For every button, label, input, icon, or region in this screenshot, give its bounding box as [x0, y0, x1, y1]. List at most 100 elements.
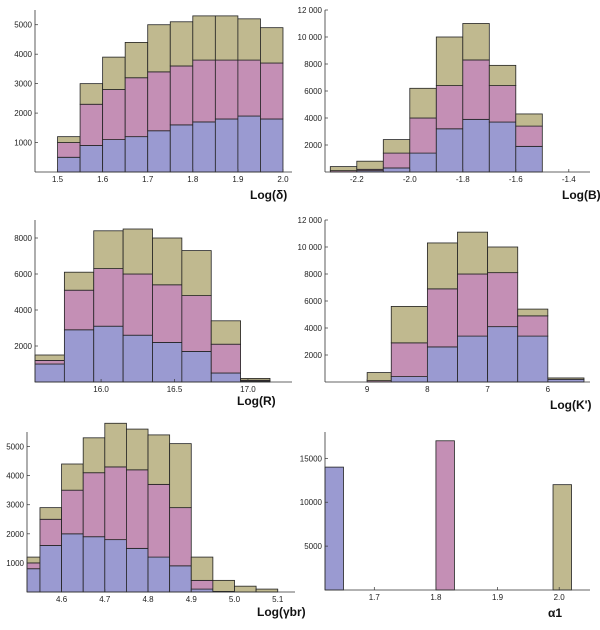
bar-olive-bin-0: [329, 166, 358, 172]
bar-blue-bin-3: [82, 536, 106, 593]
bar-pink-bin-3: [457, 273, 489, 337]
bar-pink-bin-1: [390, 342, 428, 378]
x-tick-label: 16.5: [167, 385, 183, 394]
bar-olive-bin-4: [104, 422, 127, 468]
bar-blue-bin-3: [124, 136, 149, 173]
bar-olive-bin-1: [356, 160, 384, 170]
x-tick-label: 5.0: [229, 595, 241, 604]
y-tick-label: 10 000: [298, 243, 323, 252]
bar-blue-bin-2: [426, 346, 458, 383]
bar-olive-bin-2: [93, 230, 124, 270]
y-tick-label: 5000: [14, 21, 32, 30]
x-tick-label: -1.4: [562, 175, 576, 184]
histogram-log-delta: 1.5 1.6 1.7 1.8 1.9 2.0 1000 2000 3000 4000 5000 Lo…: [14, 10, 292, 202]
x-tick-label: 4.7: [99, 595, 111, 604]
x-tick-label: 4.9: [186, 595, 198, 604]
bar-blue-bin-4: [435, 128, 464, 173]
bar-olive-bin-4: [487, 246, 519, 274]
bar-pink-bin-7: [515, 125, 543, 147]
bar-olive-bin-10: [234, 585, 257, 593]
x-tick-label: 1.8: [187, 175, 199, 184]
bar-blue-bin-1: [79, 145, 104, 173]
y-tick-label: 8000: [14, 234, 32, 243]
bar-blue-bin-1: [39, 545, 62, 593]
bar-pink-bin-9: [260, 62, 284, 120]
bar-pink-bin-3: [82, 472, 106, 538]
bar-pink-bin-1: [63, 289, 95, 331]
bar-olive-bin-5: [169, 21, 194, 67]
x-tick-label: 1.6: [97, 175, 109, 184]
bar-pink-bin-7: [214, 59, 239, 120]
x-tick-label: 1.9: [232, 175, 244, 184]
bar-blue-bin-4: [104, 539, 127, 593]
bar-blue-bin-5: [169, 124, 194, 173]
y-tick-label: 12 000: [298, 6, 323, 15]
bar-blue-bin-4: [487, 326, 519, 383]
bar-pink-bin-5: [181, 295, 212, 352]
x-tick-label: 6: [546, 385, 551, 394]
bar-pink-bin-4: [147, 71, 171, 132]
bar-blue-bin-5: [517, 335, 549, 383]
bar-olive-bin-6: [210, 320, 242, 345]
bar-olive-bin-11: [255, 588, 279, 593]
bar-olive-bin-4: [152, 237, 183, 286]
bar-pink-bin-6: [192, 59, 216, 123]
bar-olive-bin-4: [147, 24, 171, 73]
bar-olive-bin-1: [63, 271, 95, 291]
bar-olive-bin-2: [426, 242, 458, 290]
bar-blue-bin-6: [147, 556, 171, 593]
bar-olive-bin-3: [457, 231, 489, 275]
bar-pink-bin-5: [517, 315, 549, 337]
y-tick-label: 4000: [304, 114, 322, 123]
bar-blue-bin-0: [34, 363, 65, 383]
bar-blue-bin-6: [488, 121, 517, 173]
bar-pink-bin-0: [26, 562, 41, 570]
y-tick-label: 5000: [304, 542, 322, 551]
y-tick-label: 15000: [300, 454, 323, 463]
x-axis-label: Log(K'): [550, 398, 592, 412]
x-tick-label: 4.6: [56, 595, 68, 604]
x-tick-label: 17.0: [240, 385, 256, 394]
bar-blue-bin-9: [260, 118, 284, 173]
bar-blue-bin-3: [409, 152, 437, 173]
bar-pink-bin-1: [79, 103, 104, 146]
bar-blue-bin-3: [122, 334, 153, 383]
bar-olive-bin-7: [240, 377, 271, 381]
bar-olive-bin-0: [26, 556, 41, 564]
bar-blue-bin-5: [462, 118, 490, 173]
bar-blue-bin-2: [102, 139, 126, 173]
y-tick-label: 3000: [6, 501, 24, 510]
y-tick-label: 1000: [14, 139, 32, 148]
bar-pink-bin-6: [488, 85, 517, 123]
bar-pink-bin-2: [61, 489, 84, 535]
bar-olive-bin-4: [435, 36, 464, 86]
bar-olive-bin-2: [61, 463, 84, 491]
bar-blue-bin-0: [26, 568, 41, 593]
x-tick-label: -1.6: [509, 175, 523, 184]
x-axis-label: α1: [548, 606, 562, 620]
bar-olive-bin-8: [190, 556, 214, 581]
y-tick-label: 8000: [304, 60, 322, 69]
y-tick-label: 1000: [6, 559, 24, 568]
bar-pink-bin-4: [435, 85, 464, 130]
bar-pink-bin-0: [34, 359, 65, 365]
bar-pink-bin-2: [426, 288, 458, 348]
bar-olive-bin-3: [409, 87, 437, 119]
bar-pink-bin-5: [169, 65, 194, 126]
histogram-log-k-prime: 9 8 7 6 2000 4000 6000 8000 10 000 12 000 Log(K'): [298, 216, 592, 412]
bar-olive-bin-3: [122, 228, 153, 275]
histogram-log-gamma-br: 4.6 4.7 4.8 4.9 5.0 5.1 1000 2000 3000 4000 5000 Lo…: [6, 422, 306, 619]
y-tick-label: 6000: [304, 297, 322, 306]
bar-olive-bin-5: [181, 250, 212, 297]
y-tick-label: 2000: [304, 141, 322, 150]
bar-pink-bin-7: [169, 507, 192, 567]
bar-olive-bin-1: [79, 83, 104, 105]
bar-olive-bin-0: [366, 372, 392, 382]
histogram-log-b: -2.2 -2.0 -1.8 -1.6 -1.4 2000 4000 6000 8000 10 0…: [298, 6, 600, 202]
bar-pink: [435, 440, 455, 591]
bar-blue-bin-2: [93, 325, 124, 383]
bar-pink-bin-5: [126, 469, 149, 549]
x-tick-label: 16.0: [93, 385, 109, 394]
bar-pink-bin-1: [39, 518, 62, 546]
x-tick-label: -2.2: [350, 175, 364, 184]
